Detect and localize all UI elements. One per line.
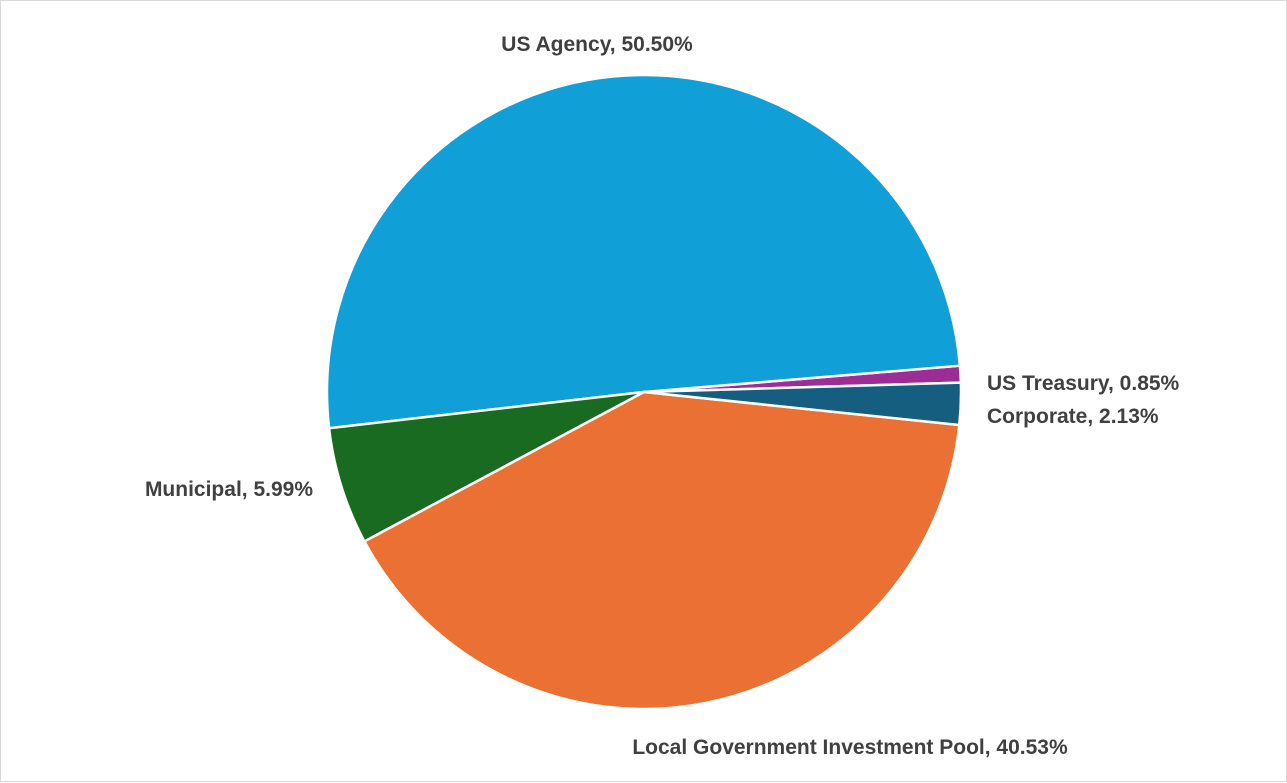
label-us-treasury: US Treasury, 0.85% — [987, 372, 1180, 395]
pie-slices — [325, 73, 963, 711]
slice-municipal — [327, 390, 646, 543]
slice-local-government-investment-pool — [363, 390, 961, 711]
label-local-government-investment-pool: Local Government Investment Pool, 40.53% — [632, 736, 1068, 759]
label-us-agency: US Agency, 50.50% — [501, 33, 693, 56]
slice-us-agency — [325, 73, 962, 430]
pie-labels: US Treasury, 0.85% US Agency, 50.50% Mun… — [145, 33, 1180, 759]
slice-corporate — [642, 381, 963, 427]
label-corporate: Corporate, 2.13% — [987, 405, 1159, 428]
label-municipal: Municipal, 5.99% — [145, 478, 313, 501]
